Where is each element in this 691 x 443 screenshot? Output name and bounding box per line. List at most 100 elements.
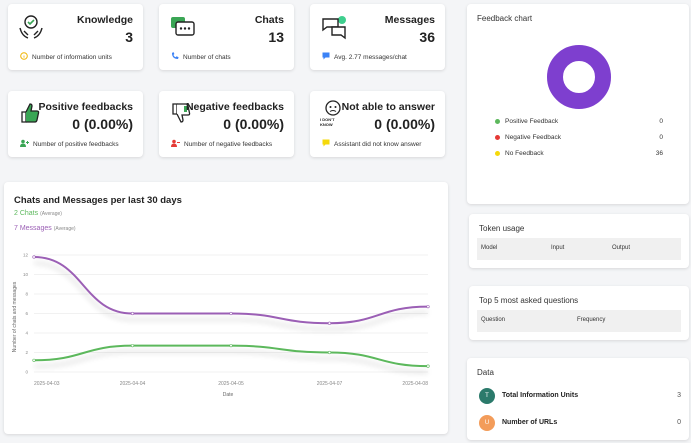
messages-average-value: 7 Messages xyxy=(14,225,52,232)
chart-title: Chats and Messages per last 30 days xyxy=(14,195,182,206)
not-able-card: I DON'T KNOW Not able to answer 0 (0.00%… xyxy=(310,91,445,157)
y-tick-label: 4 xyxy=(25,331,28,336)
column-frequency: Frequency xyxy=(577,317,606,323)
info-icon xyxy=(20,52,28,62)
knowledge-card: Knowledge 3 Number of information units xyxy=(8,4,143,70)
data-point[interactable] xyxy=(229,344,233,348)
message-icon xyxy=(322,52,330,62)
negative-feedbacks-card: Negative feedbacks 0 (0.00%) Number of n… xyxy=(159,91,294,157)
feedback-chart-title: Feedback chart xyxy=(477,14,533,23)
feedback-donut xyxy=(547,45,611,109)
knowledge-value: 3 xyxy=(125,29,133,45)
dont-know-icon: I DON'T KNOW xyxy=(320,99,346,132)
phone-icon xyxy=(171,52,179,62)
positive-title: Positive feedbacks xyxy=(38,101,133,113)
chat-warning-icon xyxy=(322,139,330,149)
legend-label: Positive Feedback xyxy=(505,118,559,125)
data-value: 0 xyxy=(677,419,681,426)
data-point[interactable] xyxy=(327,350,332,355)
x-tick-label: 2025-04-07 xyxy=(317,381,343,387)
token-usage-table-header: Model Input Output xyxy=(477,238,681,260)
line-chart: 0 2 4 6 8 10 12 2025-04-03 2025-04-04 2025-04-05… xyxy=(12,253,430,398)
y-axis-label: Number of chats and messages xyxy=(12,281,18,352)
column-model: Model xyxy=(481,245,498,251)
messages-value: 36 xyxy=(419,29,435,45)
chats-title: Chats xyxy=(254,14,284,26)
y-tick-label: 12 xyxy=(23,253,29,258)
data-label: Number of URLs xyxy=(502,419,558,426)
dont-know-icon-text: I DON'T KNOW xyxy=(320,117,335,127)
y-tick-label: 10 xyxy=(23,272,29,277)
data-point[interactable] xyxy=(130,311,135,316)
legend-dot-icon xyxy=(495,118,500,124)
chats-messages-chart-card: Chats and Messages per last 30 days 2 Ch… xyxy=(4,182,448,434)
knowledge-sub: Number of information units xyxy=(32,53,112,61)
token-usage-card: Token usage Model Input Output xyxy=(469,214,689,268)
legend-label: Negative Feedback xyxy=(505,134,562,141)
chats-average-label: (Average) xyxy=(40,211,62,217)
feedback-legend-negative: Negative Feedback 0 xyxy=(495,134,663,141)
legend-label: No Feedback xyxy=(505,150,544,157)
x-tick-label: 2025-04-04 xyxy=(120,381,146,387)
thumbs-down-icon xyxy=(169,101,193,130)
knowledge-title: Knowledge xyxy=(76,14,133,26)
series-line-1 xyxy=(33,344,429,368)
x-tick-label: 2025-04-08 xyxy=(402,381,428,387)
x-axis-label: Date xyxy=(223,392,234,398)
data-badge: U xyxy=(479,415,495,431)
x-tick-label: 2025-04-05 xyxy=(218,381,244,387)
data-row-urls[interactable]: U Number of URLs 0 xyxy=(479,415,681,433)
chat-bubbles-icon xyxy=(169,14,197,45)
chats-value: 13 xyxy=(268,29,284,45)
top-questions-card: Top 5 most asked questions Question Freq… xyxy=(469,286,689,340)
user-plus-icon xyxy=(20,139,29,149)
messages-title: Messages xyxy=(384,14,435,26)
user-minus-icon xyxy=(171,139,180,149)
top-questions-title: Top 5 most asked questions xyxy=(479,296,579,305)
legend-value: 0 xyxy=(659,134,663,141)
data-card: Data T Total Information Units 3 U Numbe… xyxy=(467,358,689,440)
y-tick-label: 2 xyxy=(25,350,28,355)
notable-title: Not able to answer xyxy=(341,101,435,113)
data-title: Data xyxy=(477,368,494,377)
data-badge: T xyxy=(479,388,495,404)
positive-sub: Number of positive feedbacks xyxy=(33,140,119,148)
legend-dot-icon xyxy=(495,150,500,156)
thumbs-up-icon xyxy=(18,101,42,130)
data-point[interactable] xyxy=(229,311,233,316)
messages-average: 7 Messages (Average) xyxy=(14,225,76,232)
messages-icon xyxy=(320,14,348,45)
feedback-legend-positive: Positive Feedback 0 xyxy=(495,118,663,125)
y-tick-label: 6 xyxy=(25,311,28,316)
data-point[interactable] xyxy=(426,305,430,309)
legend-value: 36 xyxy=(655,150,663,157)
data-point[interactable] xyxy=(32,255,36,259)
notable-value: 0 (0.00%) xyxy=(374,116,435,132)
notable-sub: Assistant did not know answer xyxy=(334,140,422,148)
negative-value: 0 (0.00%) xyxy=(223,116,284,132)
data-point[interactable] xyxy=(426,364,430,368)
chats-average-value: 2 Chats xyxy=(14,210,39,217)
positive-feedbacks-card: Positive feedbacks 0 (0.00%) Number of p… xyxy=(8,91,143,157)
column-input: Input xyxy=(551,245,565,251)
messages-sub: Avg. 2.77 messages/chat xyxy=(334,53,407,61)
positive-value: 0 (0.00%) xyxy=(72,116,133,132)
messages-average-label: (Average) xyxy=(53,226,76,232)
negative-sub: Number of negative feedbacks xyxy=(184,140,273,148)
messages-card: Messages 36 Avg. 2.77 messages/chat xyxy=(310,4,445,70)
chats-card: Chats 13 Number of chats xyxy=(159,4,294,70)
feedback-legend-none: No Feedback 36 xyxy=(495,150,663,157)
chats-sub: Number of chats xyxy=(183,53,231,61)
x-tick-label: 2025-04-03 xyxy=(34,381,60,387)
top-questions-table-header: Question Frequency xyxy=(477,310,681,332)
data-label: Total Information Units xyxy=(502,392,579,399)
data-value: 3 xyxy=(677,392,681,399)
data-point[interactable] xyxy=(32,358,36,362)
data-point[interactable] xyxy=(130,344,135,348)
y-tick-label: 8 xyxy=(25,292,28,297)
data-row-total-units[interactable]: T Total Information Units 3 xyxy=(479,388,681,406)
data-point[interactable] xyxy=(327,321,332,325)
token-usage-title: Token usage xyxy=(479,224,525,233)
feedback-chart-card: Feedback chart Positive Feedback 0 Negat… xyxy=(467,4,689,204)
hands-check-icon xyxy=(18,14,44,45)
